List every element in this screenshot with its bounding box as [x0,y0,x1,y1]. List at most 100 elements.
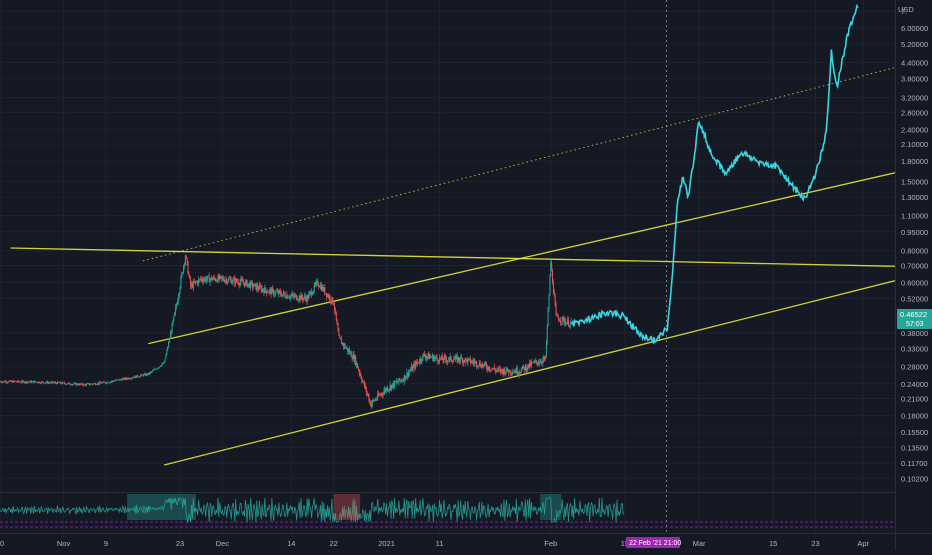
candle-body [508,369,510,373]
candle-body [360,374,362,379]
candle-body [25,381,27,383]
candle-body [256,285,258,290]
candle-body [196,281,198,283]
candle-body [224,280,226,282]
candle-body [251,281,253,283]
candle-body [379,394,381,396]
candle-body [359,373,361,375]
candle-body [276,291,278,292]
candle-body [124,377,126,380]
candle-body [390,385,392,390]
candle-body [60,382,62,384]
candle-body [483,364,485,367]
candle-body [5,381,7,383]
candle-body [376,398,378,400]
candle-body [281,294,283,297]
candle-body [134,375,136,378]
candle-body [2,381,4,383]
candle-body [427,353,429,357]
candle-body [522,365,524,369]
candle-body [179,287,181,293]
candle-body [243,282,245,286]
candle-body [333,303,335,306]
candle-body [157,367,159,369]
candle-body [177,296,179,303]
candle-body [495,370,497,372]
candle-body [133,377,135,378]
candle-body [339,335,341,338]
candle-body [266,292,268,294]
candle-body [221,276,223,278]
candle-body [497,368,499,371]
price-tick-label: 0.95000 [901,228,928,237]
candle-body [469,358,471,359]
candle-body [516,368,518,374]
candle-body [486,367,488,370]
candle-body [187,262,189,274]
candle-body [353,354,355,362]
candle-body [400,380,402,381]
candle-body [565,321,567,325]
last-price-tag: 0.46522 57:03 [897,309,932,329]
candle-body [82,384,84,386]
candle-body [521,368,523,373]
candle-body [161,363,163,365]
candle-body [213,277,215,279]
candle-body [37,382,39,384]
candle-body [247,284,249,287]
candle-body [472,360,474,363]
candle-body [569,322,571,326]
candle-body [70,384,72,386]
price-tick-label: 2.40000 [901,125,928,134]
candle-body [64,383,66,385]
candle-body [191,283,193,288]
candle-body [278,290,280,294]
candle-body [534,361,536,362]
time-tick-label: 14 [287,539,295,548]
candle-body [492,368,494,370]
candle-body [568,325,570,327]
candle-body [445,356,447,360]
candle-body [18,381,20,383]
candle-body [33,381,35,383]
candle-body [99,381,101,384]
candle-body [268,289,270,293]
candle-body [513,372,515,373]
candle-body [328,296,330,298]
candle-body [231,282,233,284]
candle-body [149,372,151,374]
candle-body [168,342,170,347]
candle-body [560,321,562,323]
candle-body [317,281,319,285]
price-tick-label: 4.40000 [901,58,928,67]
candle-body [66,383,68,385]
candle-body [142,374,144,376]
candle-body [313,284,315,291]
time-axis[interactable]: 20 Nov 9 23 Dec 14 22 2021 11 Feb 15 Mar 15 23 Apr [0,533,932,549]
candle-body [352,354,354,359]
price-tick-label: 0.60000 [901,279,928,288]
candle-body [411,366,413,371]
candle-body [479,362,481,367]
candle-body [141,374,143,376]
candle-body [552,282,554,293]
candle-body [355,356,357,365]
price-tick-label: 6.00000 [901,24,928,33]
candle-body [507,367,509,372]
candle-body [266,290,268,294]
candle-body [505,372,507,375]
candle-body [202,280,204,282]
candle-body [469,358,471,363]
price-tick-label: 3.20000 [901,94,928,103]
candle-body [383,391,385,395]
candle-body [312,290,314,294]
candle-body [466,359,468,363]
candle-body [264,287,266,294]
price-axis[interactable]: 7. 6.00000 5.20000 4.40000 3.80000 3.20000 2.8… [895,0,929,550]
candle-body [544,357,546,360]
candle-body [83,384,85,386]
trendlines[interactable] [10,67,896,466]
candle-body [337,324,339,332]
